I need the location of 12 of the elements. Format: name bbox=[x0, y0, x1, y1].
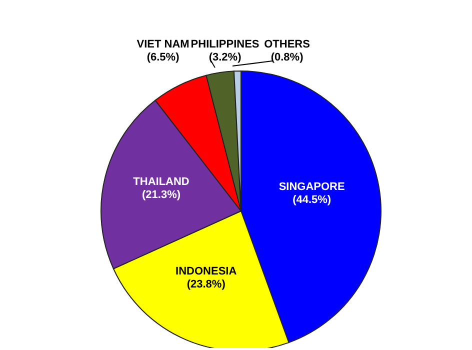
data-label: (44.5%) bbox=[292, 194, 332, 206]
slice-label: THAILAND bbox=[133, 176, 190, 188]
slice-label: VIET NAM bbox=[136, 38, 190, 51]
slice-label: SINGAPORE bbox=[278, 181, 345, 194]
data-label: (23.8%) bbox=[186, 278, 226, 290]
data-label: (6.5%) bbox=[146, 52, 180, 64]
slice-label: PHILIPPINES bbox=[190, 38, 260, 51]
data-label: (0.8%) bbox=[270, 52, 304, 64]
data-label: (3.2%) bbox=[208, 52, 242, 64]
slice-label: INDONESIA bbox=[176, 265, 237, 278]
data-label: (21.3%) bbox=[142, 188, 181, 201]
slice-label: OTHERS bbox=[264, 38, 310, 51]
